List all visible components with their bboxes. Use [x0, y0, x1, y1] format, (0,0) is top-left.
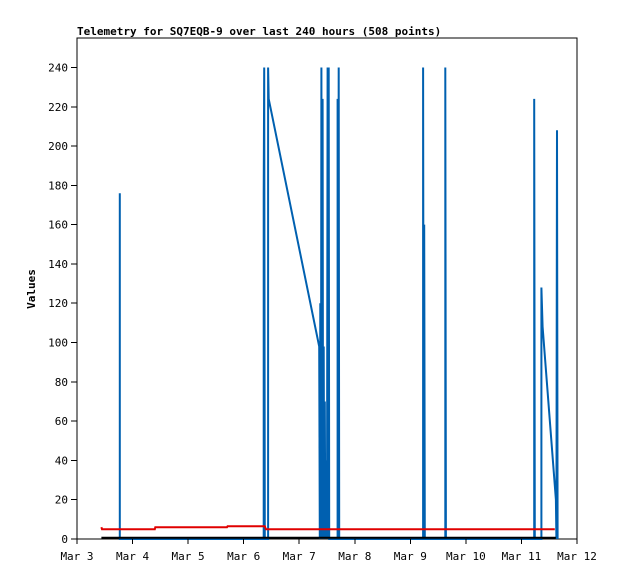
y-tick-label: 220: [48, 101, 68, 114]
y-tick-label: 80: [55, 376, 68, 389]
y-tick-label: 160: [48, 219, 68, 232]
y-tick-label: 240: [48, 61, 68, 74]
x-tick-label: Mar 11: [502, 550, 542, 563]
y-tick-label: 20: [55, 494, 68, 507]
x-tick-label: Mar 8: [338, 550, 371, 563]
x-tick-label: Mar 9: [394, 550, 427, 563]
x-tick-label: Mar 3: [60, 550, 93, 563]
x-tick-label: Mar 12: [557, 550, 597, 563]
y-tick-label: 100: [48, 337, 68, 350]
plot-area: [76, 37, 578, 540]
y-tick-label: 200: [48, 140, 68, 153]
y-tick-label: 40: [55, 454, 68, 467]
y-tick-label: 180: [48, 179, 68, 192]
series-line-2: [100, 525, 555, 531]
y-tick-label: 60: [55, 415, 68, 428]
x-tick-label: Mar 10: [446, 550, 486, 563]
x-axis: Mar 3 Mar 4 Mar 5 Mar 6 Mar 7 Mar 8 Mar 9 Mar 1…: [60, 539, 597, 563]
y-tick-label: 120: [48, 297, 68, 310]
y-tick-label: 0: [61, 533, 68, 546]
y-axis-label: Values: [25, 269, 38, 309]
series-line-1: [118, 67, 559, 540]
x-tick-label: Mar 5: [172, 550, 205, 563]
y-axis: 0 20 40 60 80 100 120 140 160 180 200 220 240: [48, 61, 77, 546]
x-tick-label: Mar 4: [116, 550, 149, 563]
x-tick-label: Mar 7: [283, 550, 316, 563]
chart-title: Telemetry for SQ7EQB-9 over last 240 hou…: [77, 25, 441, 38]
y-tick-label: 140: [48, 258, 68, 271]
x-tick-label: Mar 6: [227, 550, 260, 563]
